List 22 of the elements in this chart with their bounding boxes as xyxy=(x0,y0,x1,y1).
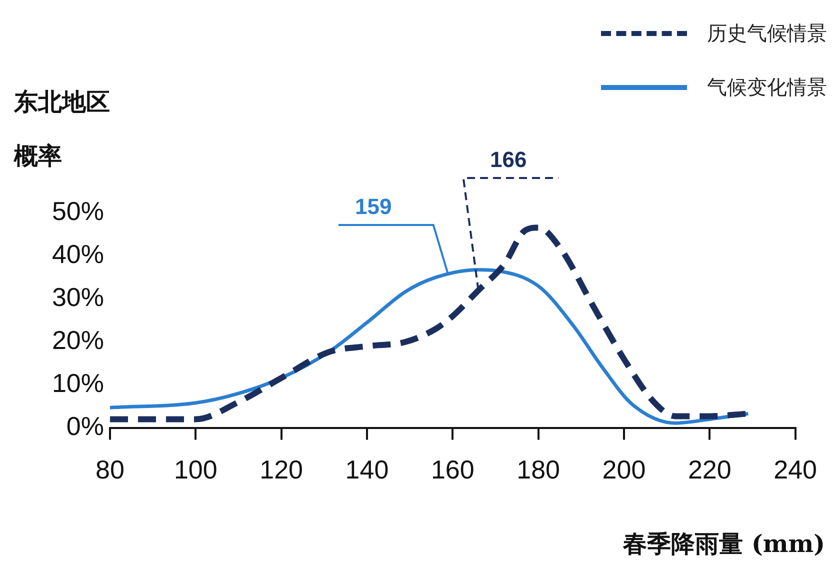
annotation: 159 xyxy=(355,194,392,220)
annotation: 166 xyxy=(490,147,527,172)
x-tick-label: 140 xyxy=(345,454,389,485)
chart-title: 东北地区 xyxy=(14,86,110,118)
y-tick-label: 40% xyxy=(52,239,104,270)
x-tick-label: 160 xyxy=(430,454,474,485)
x-tick-label: 80 xyxy=(96,454,124,485)
y-tick-label: 50% xyxy=(52,196,104,226)
y-tick-label: 20% xyxy=(52,325,104,356)
x-axis-title: 春季降雨量 (mm) xyxy=(623,528,825,560)
y-tick-label: 10% xyxy=(52,368,104,398)
x-tick-label: 120 xyxy=(260,454,304,485)
y-axis-title: 概率 xyxy=(14,140,62,172)
y-tick-label: 0% xyxy=(66,410,104,441)
legend-label: 气候变化情景 xyxy=(707,74,827,100)
x-tick-label: 200 xyxy=(602,454,646,485)
x-tick-label: 100 xyxy=(174,454,218,485)
x-tick-label: 180 xyxy=(516,454,560,485)
x-tick-label: 220 xyxy=(688,454,732,485)
y-tick-label: 30% xyxy=(52,282,104,312)
legend-label: 历史气候情景 xyxy=(707,20,827,46)
x-tick-label: 240 xyxy=(774,454,818,485)
